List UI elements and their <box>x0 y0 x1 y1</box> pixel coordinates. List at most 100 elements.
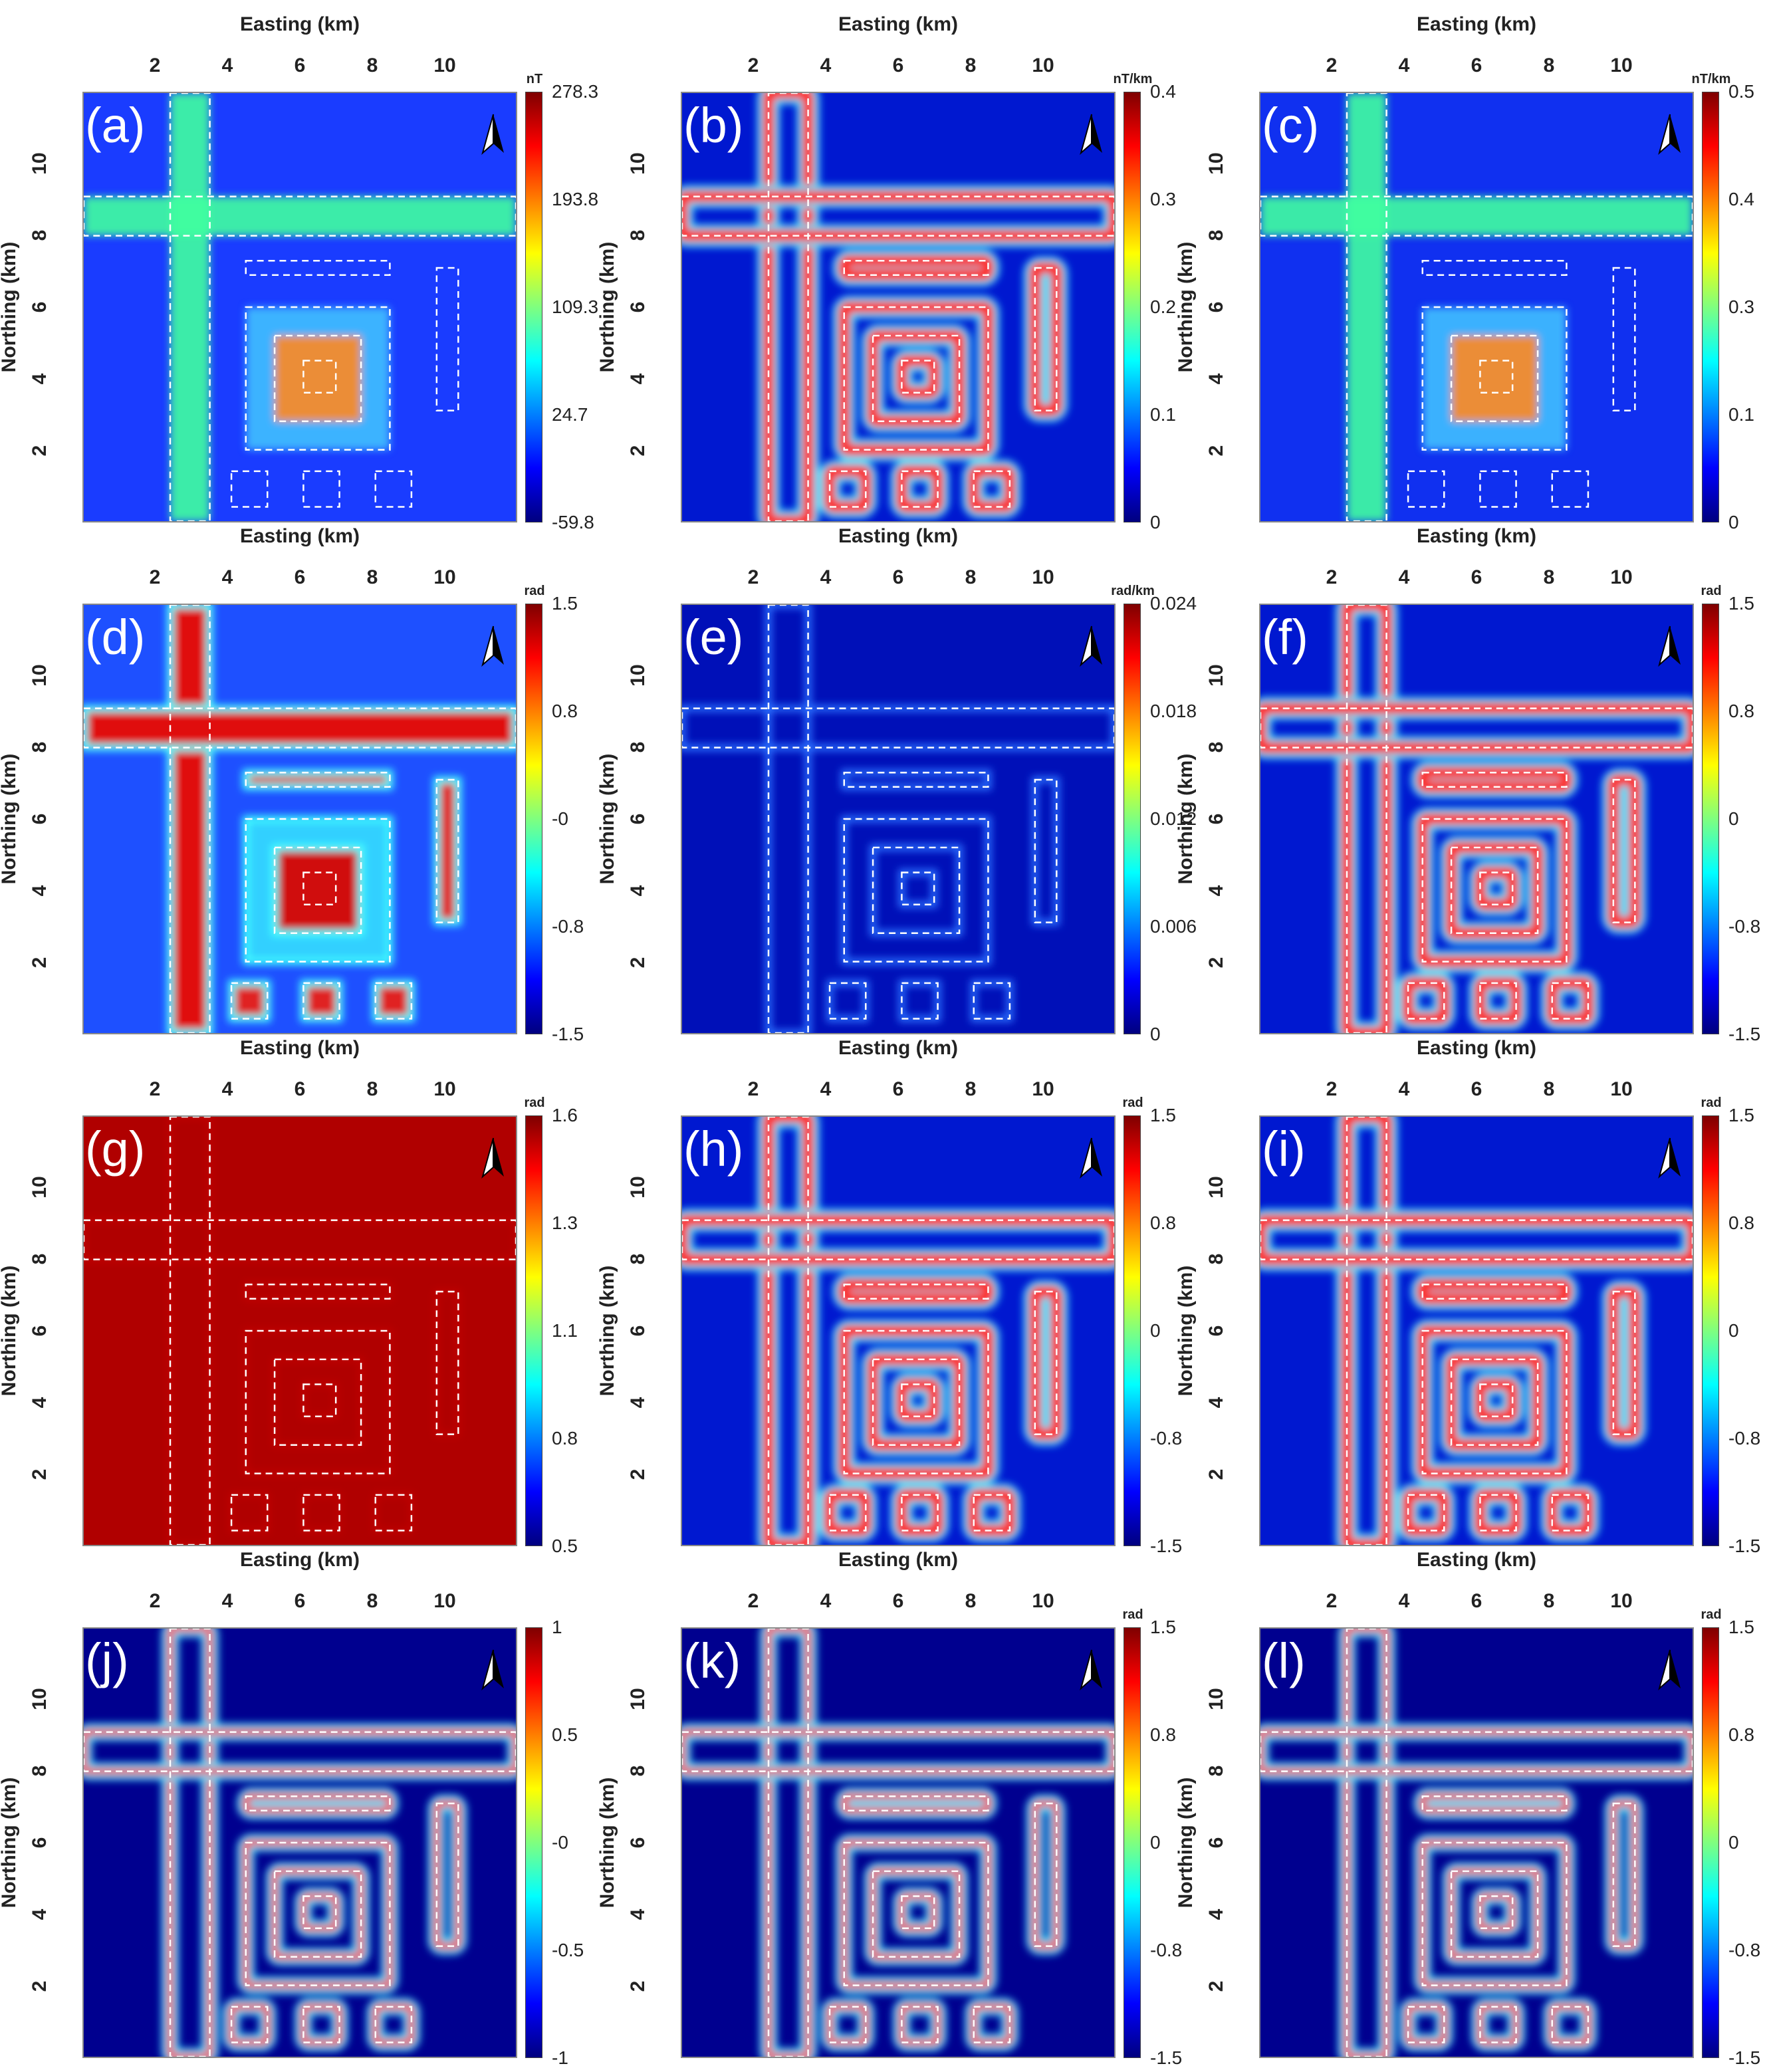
x-tick-label: 10 <box>433 1078 456 1100</box>
y-axis-title: Northing (km) <box>1175 1777 1197 1908</box>
x-tick-label: 6 <box>294 1078 306 1100</box>
x-tick-label: 2 <box>149 1590 161 1612</box>
colorbar-unit: rad <box>1701 584 1722 598</box>
heatmap-plot <box>681 604 1116 1034</box>
outline-small-square-1 <box>828 470 867 508</box>
colorbar-tick-label: 0 <box>1728 808 1739 829</box>
y-tick-label: 10 <box>1205 1688 1227 1710</box>
x-tick-label: 4 <box>1398 566 1410 588</box>
colorbar-tick-label: 0.3 <box>1150 189 1176 209</box>
colorbar-tick-label: 0.2 <box>1150 296 1176 317</box>
colorbar-tick-label: 0.1 <box>1728 404 1754 425</box>
y-tick-label: 6 <box>1205 1325 1227 1337</box>
heatmap-plot <box>82 1115 517 1546</box>
outline-vertical-bar <box>435 267 459 411</box>
outline-vertical-dike <box>169 1629 211 2057</box>
outline-small-square-2 <box>1479 1494 1517 1532</box>
panel-c: Easting (km) Northing (km) 2 4 6 8 10 2 4 6 8 10 (c)… <box>1175 13 1754 532</box>
outline-vertical-dike <box>767 93 809 521</box>
anomaly-inner-square <box>895 1378 941 1423</box>
colorbar-tick-label: 0.8 <box>552 1428 578 1448</box>
colorbar <box>1702 1115 1719 1546</box>
x-axis-title: Easting (km) <box>239 525 360 547</box>
colorbar-unit: rad <box>1701 1095 1722 1110</box>
outline-outer-square <box>1421 1329 1568 1474</box>
outline-middle-square <box>273 846 362 934</box>
anomaly-small-square-2 <box>1474 977 1522 1025</box>
anomaly-horizontal-dike <box>682 705 1114 751</box>
anomaly-horizontal-dike <box>84 1218 516 1261</box>
outline-vertical-dike <box>1346 1629 1387 2057</box>
colorbar <box>1124 604 1141 1034</box>
outline-inner-square <box>1479 360 1514 394</box>
colorbar-tick-label: 0 <box>1150 1832 1161 1853</box>
x-tick-label: 2 <box>149 55 161 76</box>
x-tick-label: 6 <box>294 566 306 588</box>
y-axis-title: Northing (km) <box>596 753 618 885</box>
heatmap-svg <box>682 1117 1114 1545</box>
x-tick-label: 6 <box>1471 1590 1482 1612</box>
outline-horizontal-bar <box>843 1283 989 1300</box>
north-arrow-icon <box>1657 625 1683 667</box>
x-tick-label: 10 <box>1610 55 1633 76</box>
outline-vertical-dike <box>767 1629 809 2057</box>
colorbar-tick-label: 0 <box>1150 1024 1161 1044</box>
source-outlines <box>682 93 1114 521</box>
anomaly-small-square-1 <box>230 1493 269 1532</box>
x-tick-label: 6 <box>892 566 904 588</box>
outline-horizontal-dike <box>682 1219 1114 1260</box>
x-tick-label: 4 <box>221 55 233 76</box>
outline-vertical-dike <box>1346 93 1387 521</box>
y-tick-label: 4 <box>627 1397 649 1409</box>
y-axis-title: Northing (km) <box>1175 753 1197 885</box>
y-tick-label: 8 <box>1205 1765 1227 1777</box>
colorbar-tick-label: -0 <box>552 808 568 829</box>
colorbar <box>1124 1627 1141 2058</box>
outline-small-square-2 <box>1479 2006 1517 2043</box>
colorbar-tick-label: 0 <box>1728 1832 1739 1853</box>
x-tick-label: 8 <box>965 566 977 588</box>
outline-middle-square <box>273 334 362 422</box>
colorbar-unit: nT <box>526 72 543 86</box>
source-outlines <box>84 605 516 1033</box>
colorbar-tick-label: 0.8 <box>552 701 578 721</box>
outline-small-square-3 <box>1551 1494 1590 1532</box>
outline-small-square-3 <box>374 1494 413 1532</box>
y-tick-label: 4 <box>627 373 649 385</box>
outline-vertical-bar <box>1612 1290 1636 1435</box>
outline-horizontal-dike <box>84 195 516 237</box>
x-tick-label: 10 <box>1610 566 1633 588</box>
anomaly-inner-square <box>895 354 941 399</box>
y-tick-label: 2 <box>29 1468 51 1480</box>
x-tick-label: 8 <box>366 55 378 76</box>
source-outlines <box>1260 1117 1693 1545</box>
source-outlines <box>1260 1629 1693 2057</box>
x-axis-title: Easting (km) <box>838 13 959 35</box>
anomaly-inner-square <box>302 1383 338 1418</box>
y-tick-label: 10 <box>29 664 51 687</box>
colorbar-tick-label: -1.5 <box>552 1024 584 1044</box>
colorbar-tick-label: 0.8 <box>1728 1212 1754 1233</box>
y-tick-label: 8 <box>1205 229 1227 241</box>
outline-horizontal-dike <box>1260 195 1693 237</box>
anomaly-vertical-bar <box>1609 1799 1639 1950</box>
anomaly-field <box>1260 93 1693 521</box>
anomaly-small-square-2 <box>898 979 941 1022</box>
outline-horizontal-dike <box>1260 1219 1693 1260</box>
outline-small-square-2 <box>901 2006 939 2043</box>
colorbar-tick-label: 0 <box>1150 1320 1161 1341</box>
anomaly-middle-square <box>870 1867 963 1960</box>
anomaly-middle-square <box>870 844 963 937</box>
panel-label: (j) <box>85 1633 129 1688</box>
anomaly-small-square-3 <box>1546 1488 1594 1537</box>
x-tick-label: 2 <box>1326 566 1338 588</box>
y-tick-label: 8 <box>627 1765 649 1777</box>
y-tick-label: 6 <box>29 1837 51 1849</box>
y-tick-label: 6 <box>29 1325 51 1337</box>
y-tick-label: 2 <box>1205 445 1227 457</box>
colorbar-unit: nT/km <box>1691 72 1731 86</box>
x-tick-label: 6 <box>294 1590 306 1612</box>
y-tick-label: 8 <box>1205 741 1227 753</box>
x-tick-label: 10 <box>433 566 456 588</box>
colorbar-tick-label: 1.1 <box>552 1320 578 1341</box>
